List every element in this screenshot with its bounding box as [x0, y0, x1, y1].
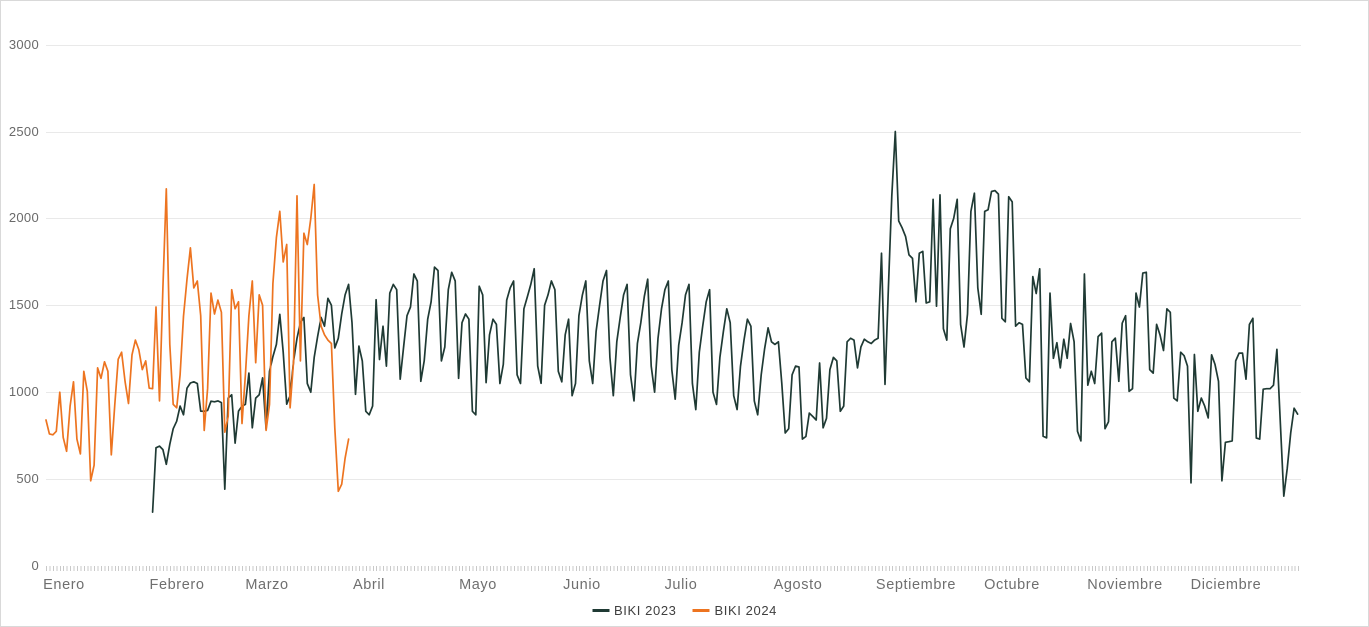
month-label-septiembre: Septiembre [875, 577, 957, 593]
month-label-febrero: Febrero [149, 577, 205, 593]
month-label-diciembre: Diciembre [1190, 577, 1262, 593]
y-axis-label: 1000 [8, 384, 39, 399]
month-label-noviembre: Noviembre [1087, 577, 1163, 593]
month-label-abril: Abril [352, 577, 386, 593]
gridline-2500 [46, 132, 1301, 133]
month-label-octubre: Octubre [984, 577, 1040, 593]
y-axis-label: 2000 [8, 210, 39, 225]
series-line-biki-2024 [45, 183, 350, 493]
gridline-500 [46, 479, 1301, 480]
month-label-marzo: Marzo [245, 577, 289, 593]
y-axis-label: 2500 [8, 124, 39, 139]
x-axis-tick-strip [46, 566, 1301, 571]
month-label-junio: Junio [563, 577, 601, 593]
month-label-enero: Enero [43, 577, 85, 593]
y-axis-label: 3000 [8, 37, 39, 52]
legend-line-swatch-2023 [592, 609, 609, 612]
gridline-3000 [46, 45, 1301, 46]
month-label-mayo: Mayo [459, 577, 497, 593]
gridline-2000 [46, 218, 1301, 219]
legend-line-swatch-2024 [692, 609, 710, 612]
y-axis-label: 500 [16, 471, 39, 486]
legend-item-biki-2024: BIKI 2024 [692, 603, 778, 618]
legend-label-2023: BIKI 2023 [614, 603, 677, 618]
y-axis-label: 1500 [8, 297, 39, 312]
legend-item-biki-2023: BIKI 2023 [592, 603, 677, 618]
gridline-1000 [46, 392, 1301, 393]
month-label-julio: Julio [664, 577, 698, 593]
series-line-biki-2023 [151, 130, 1299, 513]
legend-label-2024: BIKI 2024 [714, 603, 777, 618]
month-label-agosto: Agosto [773, 577, 823, 593]
legend: BIKI 2023 BIKI 2024 [592, 603, 777, 618]
y-axis-label: 0 [31, 558, 39, 573]
gridline-1500 [46, 305, 1301, 306]
